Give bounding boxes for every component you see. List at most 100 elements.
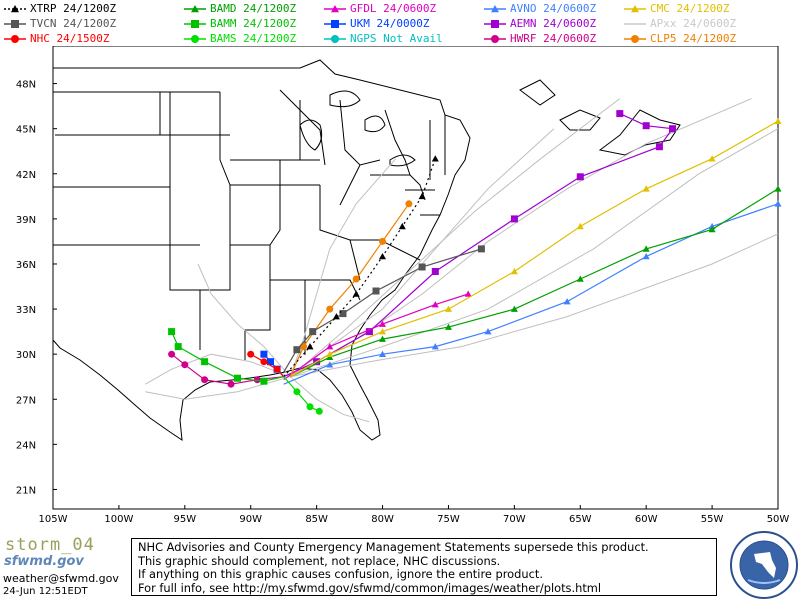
track-xtrp: [283, 155, 439, 378]
apxx-ensemble-track: [290, 233, 779, 378]
track-point: [510, 305, 518, 312]
track-point: [576, 173, 584, 181]
track-point: [576, 222, 584, 230]
track-point: [431, 301, 439, 308]
legend-label: HWRF 24/0600Z: [510, 32, 597, 45]
apxx-ensemble-track: [145, 353, 291, 385]
track-point: [326, 343, 334, 350]
disclaimer-link[interactable]: For full info, see http://my.sfwmd.gov/s…: [138, 580, 602, 595]
track-point: [642, 122, 650, 130]
legend-item-nhc: NHC 24/1500Z: [2, 32, 172, 46]
track-point: [260, 350, 268, 358]
lat-tick-label: 30N: [16, 350, 36, 361]
track-point: [405, 200, 413, 208]
legend-item-bamm: BAMM 24/1200Z: [182, 17, 352, 31]
lon-tick-label: 90W: [239, 514, 262, 525]
track-point: [445, 305, 452, 312]
track-point: [168, 328, 176, 336]
track-point: [174, 343, 182, 351]
legend-label: AEMN 24/0600Z: [510, 17, 597, 30]
lon-tick-label: 65W: [569, 514, 592, 525]
track-gfdl: [283, 290, 472, 381]
legend-item-gfdl: GFDL 24/0600Z: [322, 2, 492, 16]
disclaimer-line: This graphic should complement, not repl…: [138, 553, 501, 568]
legend-label: AVNO 24/0600Z: [510, 2, 597, 15]
timestamp: 24-Jun 12:51EDT: [3, 586, 88, 597]
track-point: [563, 298, 571, 305]
track-line: [289, 203, 410, 377]
lat-tick-label: 48N: [16, 80, 36, 91]
legend-swatch-icon: [184, 20, 206, 28]
track-point: [168, 350, 176, 358]
track-point: [315, 407, 323, 415]
track-point: [398, 222, 406, 230]
lon-tick-label: 50W: [767, 514, 790, 525]
lat-tick-label: 39N: [16, 215, 36, 226]
track-point: [260, 358, 268, 366]
track-point: [326, 350, 334, 357]
track-point: [774, 185, 782, 192]
lon-tick-label: 75W: [437, 514, 460, 525]
apxx-ensemble-track: [289, 376, 370, 423]
track-point: [774, 200, 782, 207]
legend-swatch-icon: [484, 35, 506, 43]
track-point: [201, 376, 209, 384]
track-point: [708, 155, 716, 162]
legend-label: CMC 24/1200Z: [650, 2, 730, 15]
lat-tick-label: 36N: [16, 260, 36, 271]
track-point: [352, 275, 360, 283]
legend-swatch-icon: [324, 35, 346, 43]
lat-tick-label: 42N: [16, 170, 36, 181]
track-point: [372, 287, 380, 295]
track-point: [379, 350, 386, 357]
legend-swatch-icon: [184, 5, 206, 13]
track-point: [576, 275, 584, 282]
legend-swatch-icon: [4, 35, 26, 43]
legend-swatch-icon: [484, 5, 506, 13]
legend-item-bams: BAMS 24/1200Z: [182, 32, 352, 46]
legend-label: UKM 24/0000Z: [350, 17, 430, 30]
lon-tick-label: 85W: [305, 514, 328, 525]
lat-tick-label: 45N: [16, 125, 36, 136]
track-point: [379, 237, 386, 245]
lat-tick-label: 24N: [16, 440, 36, 451]
track-point: [181, 361, 189, 369]
disclaimer-line: If anything on this graphic causes confu…: [138, 567, 543, 582]
track-point: [669, 125, 676, 133]
legend-swatch-icon: [624, 5, 646, 13]
track-point: [339, 310, 347, 318]
legend-item-clp5: CLP5 24/1200Z: [622, 32, 792, 46]
legend-item-cmc: CMC 24/1200Z: [622, 2, 792, 16]
contact-email[interactable]: weather@sfwmd.gov: [3, 572, 119, 585]
legend-label: CLP5 24/1200Z: [650, 32, 737, 45]
track-point: [510, 215, 518, 223]
track-line: [283, 158, 436, 378]
disclaimer-box: NHC Advisories and County Emergency Mana…: [131, 538, 717, 596]
track-point: [431, 268, 439, 275]
track-point: [431, 155, 439, 162]
district-seal-icon: [730, 531, 798, 599]
lon-tick-label: 80W: [371, 514, 394, 525]
lon-tick-label: 95W: [174, 514, 197, 525]
track-point: [379, 320, 386, 327]
track-point: [309, 328, 317, 336]
sfwmd-logo[interactable]: sfwmd.gov: [4, 554, 84, 569]
track-point: [273, 365, 281, 373]
track-bams: [283, 376, 323, 415]
legend-swatch-icon: [484, 20, 506, 28]
track-point: [293, 346, 301, 354]
storm-track-map: 105W 100W 95W 90W 85W 80W 75W 70W 65W 60W 55W 50W 48…: [0, 46, 800, 530]
legend-item-tvcn: TVCN 24/1200Z: [2, 17, 172, 31]
legend-swatch-icon: [4, 20, 26, 28]
track-point: [267, 358, 274, 366]
track-point: [293, 388, 301, 396]
apxx-ensemble-track: [197, 263, 291, 378]
legend-label: TVCN 24/1200Z: [30, 17, 117, 30]
legend-label: APxx 24/0600Z: [650, 17, 737, 30]
track-bamd: [290, 185, 782, 378]
legend-item-avno: AVNO 24/0600Z: [482, 2, 652, 16]
legend-item-hwrf: HWRF 24/0600Z: [482, 32, 652, 46]
legend-label: GFDL 24/0600Z: [350, 2, 437, 15]
legend-label: NGPS Not Avail: [350, 32, 443, 45]
legend-label: BAMD 24/1200Z: [210, 2, 297, 15]
